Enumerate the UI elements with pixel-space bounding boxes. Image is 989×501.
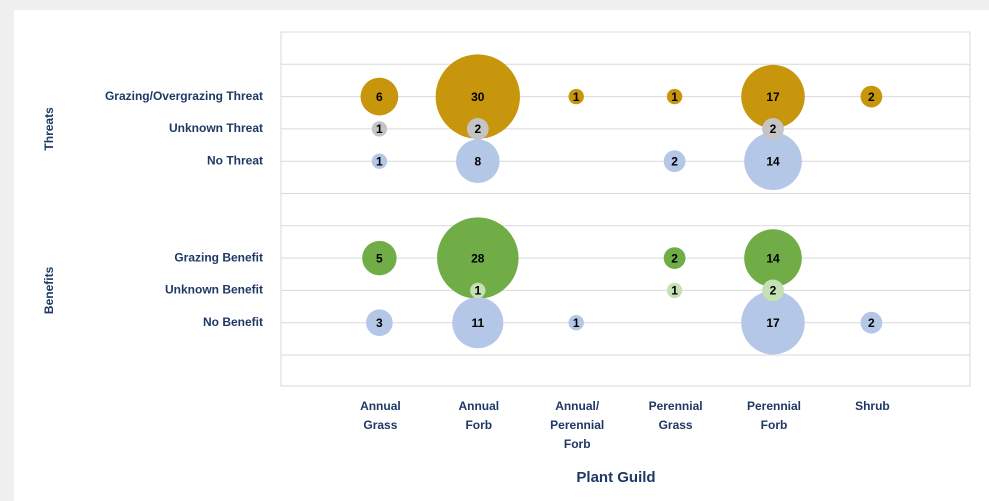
bubble (568, 88, 584, 105)
y-tick-label: Grazing/Overgrazing Threat (105, 89, 263, 103)
x-tick-line: Annual (458, 399, 499, 413)
bubble (371, 121, 388, 137)
bubble (860, 85, 883, 108)
bubble (371, 153, 388, 169)
group-label: Threats (42, 107, 56, 151)
x-tick-label: Perennial Forb (747, 399, 801, 432)
bubble (741, 290, 805, 355)
bubble (744, 229, 802, 287)
bubble (666, 88, 683, 105)
bubble (470, 282, 486, 299)
bubble (762, 279, 784, 302)
data-label: 14 (766, 251, 780, 265)
x-tick-line: Grass (659, 418, 693, 432)
y-tick-label: No Threat (207, 153, 263, 167)
x-axis-title: Plant Guild (576, 469, 655, 486)
data-label: 17 (766, 316, 780, 330)
x-tick-label: Shrub (855, 399, 890, 413)
data-label: 2 (868, 316, 875, 330)
y-tick-label: Unknown Threat (169, 121, 263, 135)
x-tick-line: Forb (761, 418, 788, 432)
x-tick-label: Annual/Perennial Forb (550, 399, 604, 451)
data-label: 2 (671, 154, 678, 168)
bubble (666, 282, 683, 299)
data-label: 8 (474, 154, 481, 168)
bubble (435, 54, 520, 139)
data-label: 6 (376, 90, 383, 104)
data-label: 1 (573, 90, 580, 104)
x-tick-line: Annual (360, 399, 401, 413)
data-label: 1 (474, 284, 481, 298)
data-label: 1 (573, 316, 580, 330)
y-tick-label: Unknown Benefit (165, 283, 263, 297)
data-label: 2 (474, 122, 481, 136)
data-label: 2 (770, 122, 777, 136)
bubble (663, 247, 686, 269)
x-tick-line: Perennial (747, 399, 801, 413)
data-label: 3 (376, 316, 383, 330)
x-tick-line: Forb (564, 437, 591, 451)
bubble (860, 311, 883, 334)
x-tick-label: Annual Forb (458, 399, 499, 432)
data-label: 1 (671, 90, 678, 104)
data-label: 11 (471, 316, 484, 330)
bubble (362, 240, 397, 276)
bubble (452, 297, 504, 349)
data-label: 17 (766, 90, 780, 104)
data-label: 2 (868, 90, 875, 104)
data-label: 14 (766, 154, 780, 168)
y-tick-label: Grazing Benefit (174, 250, 263, 264)
data-label: 1 (376, 122, 383, 136)
bubble (741, 64, 805, 129)
x-tick-line: Shrub (855, 399, 890, 413)
data-label: 2 (770, 284, 777, 298)
bubble (663, 150, 686, 173)
bubble (568, 315, 584, 331)
x-tick-line: Forb (465, 418, 492, 432)
data-label: 2 (671, 251, 678, 265)
x-tick-line: Annual/ (555, 399, 600, 413)
data-label: 28 (471, 251, 485, 265)
data-label: 1 (376, 154, 383, 168)
bubble (366, 309, 393, 337)
bubble (360, 77, 399, 116)
x-tick-line: Grass (363, 418, 397, 432)
data-label: 5 (376, 251, 383, 265)
y-tick-label: No Benefit (203, 315, 263, 329)
x-tick-line: Perennial (550, 418, 604, 432)
x-tick-line: Perennial (649, 399, 703, 413)
x-tick-label: Annual Grass (360, 399, 401, 432)
group-label: Benefits (42, 266, 56, 314)
data-label: 1 (671, 284, 678, 298)
bubble (744, 132, 802, 191)
bubble (466, 118, 489, 140)
x-tick-label: Perennial Grass (649, 399, 703, 432)
bubble (437, 217, 519, 299)
bubble (456, 139, 500, 183)
data-label: 30 (471, 90, 485, 104)
bubble (762, 118, 784, 140)
